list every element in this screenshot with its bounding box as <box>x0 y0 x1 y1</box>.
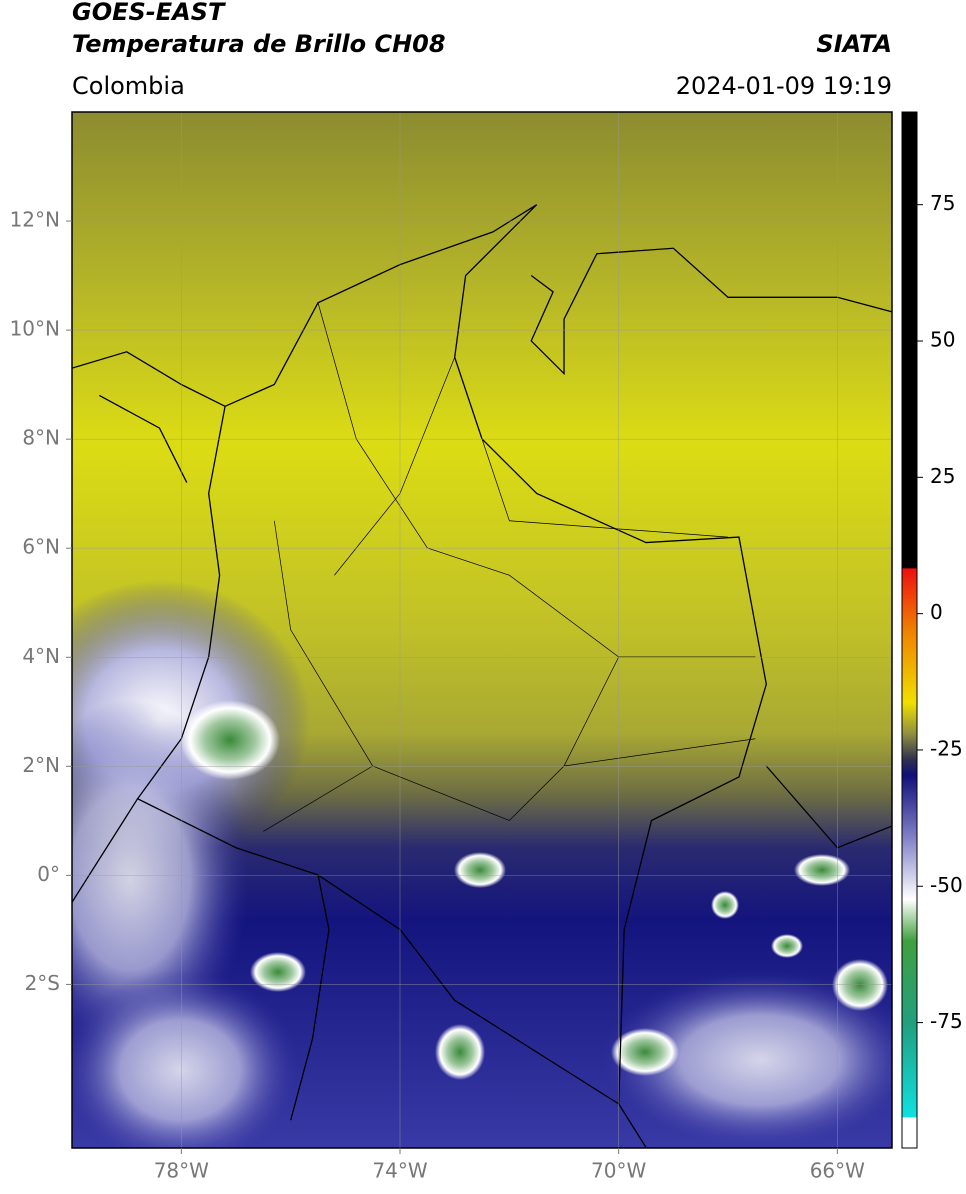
colorbar <box>901 111 918 1149</box>
map-frame <box>71 111 893 1149</box>
datetime: 2024-01-09 19:19 <box>676 72 892 100</box>
y-tick-label: 6°N <box>22 535 60 559</box>
y-tick-label: 12°N <box>10 208 60 232</box>
y-tick-label: 2°N <box>22 753 60 777</box>
y-tick-label: 4°N <box>22 644 60 668</box>
colorbar-tick-label: 75 <box>930 191 955 215</box>
y-tick-label: 8°N <box>22 426 60 450</box>
colorbar-tick-label: 0 <box>930 600 943 624</box>
colorbar-tick-label: -50 <box>930 873 963 897</box>
y-tick-label: 2°S <box>25 971 60 995</box>
x-tick-label: 66°W <box>810 1159 865 1183</box>
x-tick-label: 74°W <box>372 1159 427 1183</box>
agency: GOES-EAST <box>72 0 226 26</box>
grid <box>72 112 892 1148</box>
region: Colombia <box>72 72 185 100</box>
source: SIATA <box>816 30 892 58</box>
colorbar-tick-label: -25 <box>930 736 963 760</box>
x-tick-label: 70°W <box>591 1159 646 1183</box>
colorbar-tick-label: 50 <box>930 328 955 352</box>
x-tick-label: 78°W <box>154 1159 209 1183</box>
colorbar-tick-label: -75 <box>930 1009 963 1033</box>
y-tick-label: 0° <box>37 862 60 886</box>
imagery <box>72 112 919 1148</box>
y-tick-label: 10°N <box>10 317 60 341</box>
borders <box>72 205 919 1148</box>
colorbar-tick-label: 25 <box>930 464 955 488</box>
product: Temperatura de Brillo CH08 <box>72 30 446 58</box>
